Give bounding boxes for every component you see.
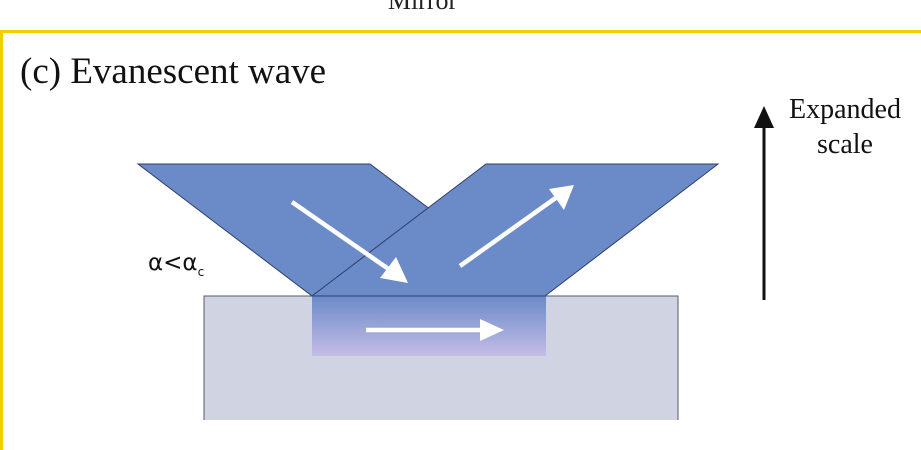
reflected-arrow (458, 185, 574, 268)
angle-label: α<αc (148, 250, 205, 279)
reflected-beam (310, 163, 720, 297)
panel-frame (0, 30, 921, 450)
expanded-scale-label: Expanded scale (770, 92, 920, 162)
evanescent-arrow (366, 319, 504, 341)
panel-title: (c) Evanescent wave (20, 51, 327, 92)
expanded-scale-arrow (754, 106, 774, 300)
scale-label-line1: Expanded (789, 94, 901, 125)
evanescent-wave-diagram (136, 106, 774, 420)
angle-subscript: c (197, 265, 205, 279)
scale-label-line2: scale (817, 129, 873, 160)
top-caption: Mirror (387, 0, 458, 15)
evanescent-field (312, 296, 546, 356)
incident-arrow (290, 200, 408, 283)
